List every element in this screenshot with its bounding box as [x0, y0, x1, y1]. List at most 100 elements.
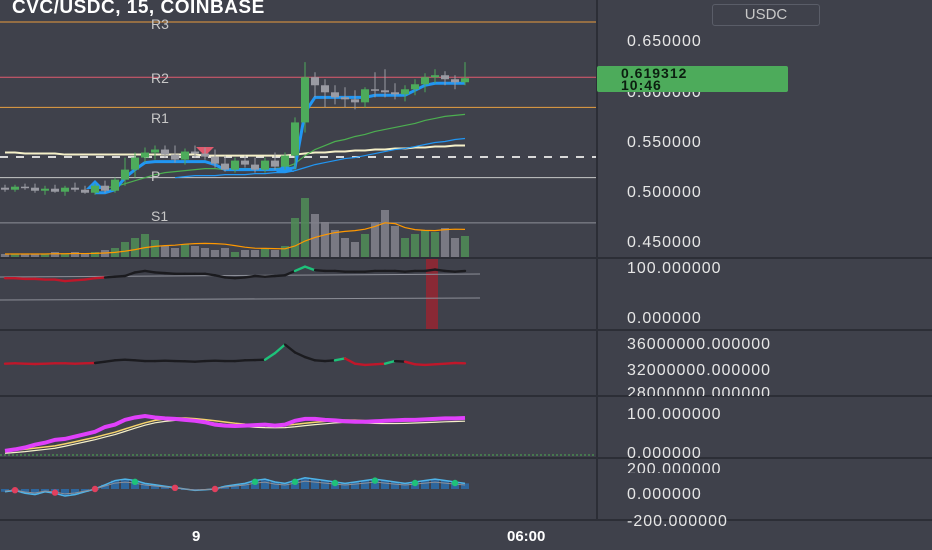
osc4-histogram-bar — [431, 479, 439, 489]
candle-body — [11, 186, 19, 190]
volume-bar — [121, 242, 129, 258]
volume-bar — [361, 234, 369, 258]
volume-bar — [371, 222, 379, 258]
osc1-line-segment — [423, 268, 437, 273]
osc4-histogram-bar — [241, 483, 249, 489]
volume-bar — [331, 230, 339, 258]
candle-body — [141, 152, 149, 158]
candle — [371, 72, 379, 98]
candle — [461, 62, 469, 86]
osc2-line-segment — [293, 351, 307, 359]
osc4-histogram-bar — [441, 480, 449, 489]
osc1-line-segment — [83, 276, 97, 281]
candle-body — [311, 77, 319, 86]
osc2-line-segment — [263, 351, 277, 361]
candle — [41, 185, 49, 195]
oscillator-panes — [0, 258, 597, 497]
candle-body — [121, 169, 129, 180]
volume-bar — [341, 238, 349, 258]
candle — [61, 185, 69, 196]
osc2-line-segment — [303, 355, 317, 362]
osc1-tick: 100.000000 — [627, 260, 722, 277]
osc4-dot — [51, 489, 59, 496]
osc4-histogram-bar — [41, 489, 49, 492]
candle-body — [411, 84, 419, 90]
quote-currency-badge[interactable]: USDC — [712, 4, 820, 26]
osc4-histogram-bar — [31, 489, 39, 495]
candle-body — [421, 77, 429, 85]
candlesticks — [1, 62, 469, 196]
candle — [1, 184, 9, 192]
osc1-line-segment — [433, 268, 447, 273]
volume-bar — [381, 210, 389, 258]
osc4-histogram-bar — [121, 479, 129, 489]
volume-bar — [221, 248, 229, 258]
price-tick: 0.450000 — [627, 234, 702, 251]
candle-body — [51, 188, 59, 192]
osc2-tick: 32000000.000000 — [627, 362, 772, 379]
candle — [21, 183, 29, 190]
candle — [411, 79, 419, 96]
ma-long-line — [5, 144, 465, 157]
price-tick: 0.500000 — [627, 184, 702, 201]
candle-body — [201, 153, 209, 157]
osc2-line-segment — [313, 359, 327, 363]
candle-body — [381, 90, 389, 93]
osc4-histogram-bar — [61, 489, 69, 497]
time-label-day: 9 — [192, 528, 201, 545]
volume-bar — [131, 238, 139, 258]
candle-body — [181, 151, 189, 160]
pivot-label-r3: R3 — [151, 16, 169, 32]
osc4-histogram-bar — [161, 486, 169, 489]
volume-bar — [461, 236, 469, 258]
osc4-dot — [171, 484, 179, 492]
osc1-line-segment — [73, 278, 87, 282]
osc4-histogram-bar — [261, 479, 269, 489]
candle — [391, 83, 399, 100]
volume-bar — [61, 254, 69, 258]
osc2-line-segment — [133, 359, 147, 363]
osc4-dot — [91, 485, 99, 493]
candle-body — [31, 187, 39, 191]
volume-bar — [311, 214, 319, 258]
price-tick: 0.550000 — [627, 134, 702, 151]
volume-bar — [91, 252, 99, 258]
volume-bar — [391, 226, 399, 258]
volume-bar — [51, 252, 59, 258]
candle-body — [151, 149, 159, 153]
osc4-histogram-bar — [231, 484, 239, 489]
candle — [441, 71, 449, 86]
osc4-histogram-bar — [341, 483, 349, 489]
candle-body — [321, 85, 329, 93]
candle-body — [271, 160, 279, 167]
candle — [191, 145, 199, 158]
time-label-0600: 06:00 — [507, 528, 546, 545]
last-price: 0.619312 — [621, 65, 688, 81]
osc1-line-segment — [263, 274, 277, 278]
osc4-dot — [211, 485, 219, 493]
volume-bars — [1, 198, 469, 258]
candle-body — [441, 75, 449, 80]
osc4-tick: -200.000000 — [627, 513, 728, 530]
candle-body — [131, 157, 139, 170]
osc4-histogram-bar — [401, 483, 409, 489]
candle-body — [231, 160, 239, 170]
osc2-line-segment — [333, 357, 347, 362]
osc1-line-segment — [333, 269, 347, 273]
osc4-histogram-bar — [361, 480, 369, 489]
osc4-histogram-bar — [271, 481, 279, 489]
candle-body — [341, 97, 349, 100]
osc2-line-segment — [373, 362, 387, 366]
osc4-signal-line — [4, 480, 466, 495]
osc2-line-segment — [103, 359, 117, 363]
candle-body — [461, 78, 469, 83]
volume-bar — [251, 250, 259, 258]
osc1-line-segment — [223, 276, 237, 280]
osc2-line-segment — [443, 361, 457, 365]
candle-body — [371, 89, 379, 91]
volume-bar — [351, 242, 359, 258]
volume-bar — [191, 246, 199, 258]
osc2-line-segment — [413, 363, 427, 367]
osc2-line-segment — [423, 363, 437, 367]
